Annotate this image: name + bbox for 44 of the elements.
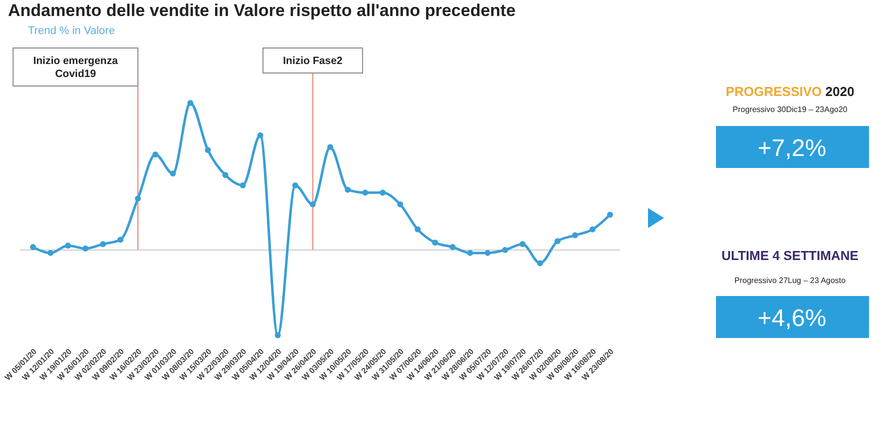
point xyxy=(187,100,194,106)
point xyxy=(64,242,71,249)
point xyxy=(170,170,176,177)
text: PROGRESSIVO 2020 xyxy=(726,84,854,99)
text: +4,6% xyxy=(758,305,826,332)
point xyxy=(344,186,351,193)
point xyxy=(502,247,508,253)
point xyxy=(362,190,368,196)
point xyxy=(134,196,141,202)
text: ULTIME 4 SETTIMANE xyxy=(722,248,859,263)
point xyxy=(222,172,228,178)
point xyxy=(310,201,316,208)
text: +7,2% xyxy=(758,135,826,162)
point xyxy=(414,226,421,232)
chart-subtitle: Trend % in Valore xyxy=(28,25,115,37)
point xyxy=(520,241,526,248)
point xyxy=(590,226,596,232)
point xyxy=(274,332,281,338)
point xyxy=(82,246,88,252)
point xyxy=(327,144,334,150)
point xyxy=(100,241,106,248)
point xyxy=(47,250,54,256)
point xyxy=(30,244,36,250)
text: Progressivo 27Lug – 23 Agosto xyxy=(734,276,846,285)
point xyxy=(152,151,158,158)
point xyxy=(554,238,561,244)
point xyxy=(117,236,124,243)
point xyxy=(467,250,474,256)
chart-title: Andamento delle vendite in Valore rispetto all'anno precedente xyxy=(8,1,516,20)
text: Progressivo 30Dic19 – 23Ago20 xyxy=(732,105,848,114)
point xyxy=(432,240,438,246)
point xyxy=(607,212,613,218)
point xyxy=(257,132,264,138)
point xyxy=(240,182,246,188)
point xyxy=(380,190,386,196)
point xyxy=(484,250,491,256)
point xyxy=(292,182,298,188)
point xyxy=(450,244,456,250)
ref-line-label: Inizio Fase2 xyxy=(282,55,343,67)
point xyxy=(397,201,404,208)
point xyxy=(537,260,544,266)
ref-line-label: Inizio emergenza Covid19 xyxy=(33,55,118,80)
point xyxy=(572,232,578,238)
point xyxy=(204,147,211,154)
